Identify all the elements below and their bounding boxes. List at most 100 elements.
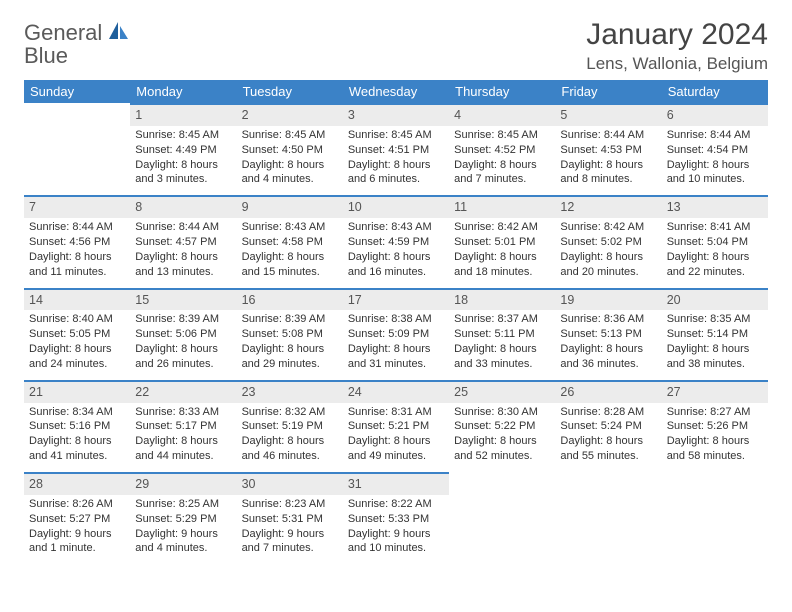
- daylight-line: Daylight: 8 hours and 18 minutes.: [454, 251, 537, 278]
- sunset-line: Sunset: 5:19 PM: [242, 420, 323, 432]
- calendar-day-cell: 24Sunrise: 8:31 AMSunset: 5:21 PMDayligh…: [343, 380, 449, 472]
- calendar-day-cell: 27Sunrise: 8:27 AMSunset: 5:26 PMDayligh…: [662, 380, 768, 472]
- sunrise-line: Sunrise: 8:37 AM: [454, 313, 538, 325]
- calendar-day-cell: ..: [24, 103, 130, 195]
- day-number: 19: [555, 288, 661, 311]
- day-number: 10: [343, 195, 449, 218]
- sunset-line: Sunset: 5:02 PM: [560, 236, 641, 248]
- day-details: Sunrise: 8:22 AMSunset: 5:33 PMDaylight:…: [343, 495, 449, 564]
- day-number: 17: [343, 288, 449, 311]
- calendar-day-cell: 19Sunrise: 8:36 AMSunset: 5:13 PMDayligh…: [555, 288, 661, 380]
- weekday-header: Friday: [555, 80, 661, 103]
- sunrise-line: Sunrise: 8:36 AM: [560, 313, 644, 325]
- sunrise-line: Sunrise: 8:30 AM: [454, 406, 538, 418]
- sunrise-line: Sunrise: 8:27 AM: [667, 406, 751, 418]
- day-details: Sunrise: 8:26 AM Sunset: 5:27 PM Daylight:…: [24, 495, 130, 564]
- daylight-line: Daylight: 8 hours and 26 minutes.: [135, 343, 218, 370]
- calendar-day-cell: 7Sunrise: 8:44 AMSunset: 4:56 PMDaylight…: [24, 195, 130, 287]
- calendar-day-cell: 12Sunrise: 8:42 AMSunset: 5:02 PMDayligh…: [555, 195, 661, 287]
- daylight-line: Daylight: 9 hours and 4 minutes.: [135, 528, 218, 555]
- calendar-week-row: 14Sunrise: 8:40 AMSunset: 5:05 PMDayligh…: [24, 288, 768, 380]
- day-number: 18: [449, 288, 555, 311]
- day-details: Sunrise: 8:45 AMSunset: 4:52 PMDaylight:…: [449, 126, 555, 195]
- day-details: Sunrise: 8:37 AMSunset: 5:11 PMDaylight:…: [449, 310, 555, 379]
- sunrise-line: Sunrise: 8:40 AM: [29, 313, 113, 325]
- weekday-header: Thursday: [449, 80, 555, 103]
- logo-sail-icon: [109, 22, 129, 45]
- sunset-line: Sunset: 4:52 PM: [454, 144, 535, 156]
- day-number: 13: [662, 195, 768, 218]
- day-number: 29: [130, 472, 236, 495]
- sunrise-line: Sunrise: 8:26 AM: [29, 498, 113, 510]
- sunset-line: Sunset: 5:16 PM: [29, 420, 110, 432]
- day-details: Sunrise: 8:33 AMSunset: 5:17 PMDaylight:…: [130, 403, 236, 472]
- sunrise-line: Sunrise: 8:44 AM: [135, 221, 219, 233]
- daylight-line: Daylight: 8 hours and 36 minutes.: [560, 343, 643, 370]
- sunrise-line: Sunrise: 8:35 AM: [667, 313, 751, 325]
- daylight-line: Daylight: 8 hours and 20 minutes.: [560, 251, 643, 278]
- sunset-line: Sunset: 4:59 PM: [348, 236, 429, 248]
- sunrise-line: Sunrise: 8:45 AM: [135, 129, 219, 141]
- day-number: 31: [343, 472, 449, 495]
- day-details: Sunrise: 8:35 AMSunset: 5:14 PMDaylight:…: [662, 310, 768, 379]
- calendar-day-cell: 1Sunrise: 8:45 AMSunset: 4:49 PMDaylight…: [130, 103, 236, 195]
- day-number: 12: [555, 195, 661, 218]
- daylight-line: Daylight: 9 hours and 1 minute.: [29, 528, 112, 555]
- day-details: Sunrise: 8:23 AMSunset: 5:31 PMDaylight:…: [237, 495, 343, 564]
- calendar-day-cell: 9Sunrise: 8:43 AMSunset: 4:58 PMDaylight…: [237, 195, 343, 287]
- day-number: 15: [130, 288, 236, 311]
- sunset-line: Sunset: 5:29 PM: [135, 513, 216, 525]
- calendar-table: SundayMondayTuesdayWednesdayThursdayFrid…: [24, 80, 768, 564]
- calendar-day-cell: ..: [449, 472, 555, 564]
- daylight-line: Daylight: 9 hours and 7 minutes.: [242, 528, 325, 555]
- sunrise-line: Sunrise: 8:44 AM: [29, 221, 113, 233]
- calendar-body: ..1Sunrise: 8:45 AMSunset: 4:49 PMDaylig…: [24, 103, 768, 564]
- calendar-week-row: 28 Sunrise: 8:26 AM Sunset: 5:27 PM Dayligh…: [24, 472, 768, 564]
- daylight-line: Daylight: 8 hours and 10 minutes.: [667, 159, 750, 186]
- calendar-day-cell: 25Sunrise: 8:30 AMSunset: 5:22 PMDayligh…: [449, 380, 555, 472]
- logo-text-blue: Blue: [24, 43, 68, 68]
- day-number: 6: [662, 103, 768, 126]
- calendar-day-cell: 18Sunrise: 8:37 AMSunset: 5:11 PMDayligh…: [449, 288, 555, 380]
- daylight-line: Daylight: 8 hours and 24 minutes.: [29, 343, 112, 370]
- day-details: Sunrise: 8:32 AMSunset: 5:19 PMDaylight:…: [237, 403, 343, 472]
- calendar-day-cell: 28 Sunrise: 8:26 AM Sunset: 5:27 PM Dayligh…: [24, 472, 130, 564]
- sunset-line: Sunset: 5:05 PM: [29, 328, 110, 340]
- sunset-line: Sunset: 4:54 PM: [667, 144, 748, 156]
- sunrise-line: Sunrise: 8:44 AM: [667, 129, 751, 141]
- calendar-page: General Blue January 2024 Lens, Wallonia…: [0, 0, 792, 574]
- sunrise-line: Sunrise: 8:45 AM: [348, 129, 432, 141]
- day-details: Sunrise: 8:31 AMSunset: 5:21 PMDaylight:…: [343, 403, 449, 472]
- calendar-day-cell: 10Sunrise: 8:43 AMSunset: 4:59 PMDayligh…: [343, 195, 449, 287]
- calendar-day-cell: 15Sunrise: 8:39 AMSunset: 5:06 PMDayligh…: [130, 288, 236, 380]
- sunset-line: Sunset: 5:27 PM: [29, 513, 110, 525]
- day-number: 28: [24, 472, 130, 495]
- sunrise-line: Sunrise: 8:22 AM: [348, 498, 432, 510]
- day-details: Sunrise: 8:27 AMSunset: 5:26 PMDaylight:…: [662, 403, 768, 472]
- day-number: 5: [555, 103, 661, 126]
- calendar-day-cell: 22Sunrise: 8:33 AMSunset: 5:17 PMDayligh…: [130, 380, 236, 472]
- sunset-line: Sunset: 4:49 PM: [135, 144, 216, 156]
- sunset-line: Sunset: 5:01 PM: [454, 236, 535, 248]
- header-row: General Blue January 2024 Lens, Wallonia…: [24, 18, 768, 74]
- sunset-line: Sunset: 4:51 PM: [348, 144, 429, 156]
- day-details: Sunrise: 8:43 AMSunset: 4:59 PMDaylight:…: [343, 218, 449, 287]
- calendar-day-cell: 26Sunrise: 8:28 AMSunset: 5:24 PMDayligh…: [555, 380, 661, 472]
- sunset-line: Sunset: 5:04 PM: [667, 236, 748, 248]
- sunrise-line: Sunrise: 8:44 AM: [560, 129, 644, 141]
- calendar-day-cell: 3Sunrise: 8:45 AMSunset: 4:51 PMDaylight…: [343, 103, 449, 195]
- calendar-day-cell: 17Sunrise: 8:38 AMSunset: 5:09 PMDayligh…: [343, 288, 449, 380]
- daylight-line: Daylight: 8 hours and 46 minutes.: [242, 435, 325, 462]
- weekday-header: Monday: [130, 80, 236, 103]
- sunset-line: Sunset: 5:14 PM: [667, 328, 748, 340]
- calendar-day-cell: 13Sunrise: 8:41 AMSunset: 5:04 PMDayligh…: [662, 195, 768, 287]
- day-number: 9: [237, 195, 343, 218]
- day-number: 22: [130, 380, 236, 403]
- daylight-line: Daylight: 8 hours and 49 minutes.: [348, 435, 431, 462]
- calendar-day-cell: 16Sunrise: 8:39 AMSunset: 5:08 PMDayligh…: [237, 288, 343, 380]
- day-number: 3: [343, 103, 449, 126]
- daylight-line: Daylight: 8 hours and 44 minutes.: [135, 435, 218, 462]
- day-number: 4: [449, 103, 555, 126]
- sunset-line: Sunset: 4:56 PM: [29, 236, 110, 248]
- day-details: Sunrise: 8:42 AMSunset: 5:02 PMDaylight:…: [555, 218, 661, 287]
